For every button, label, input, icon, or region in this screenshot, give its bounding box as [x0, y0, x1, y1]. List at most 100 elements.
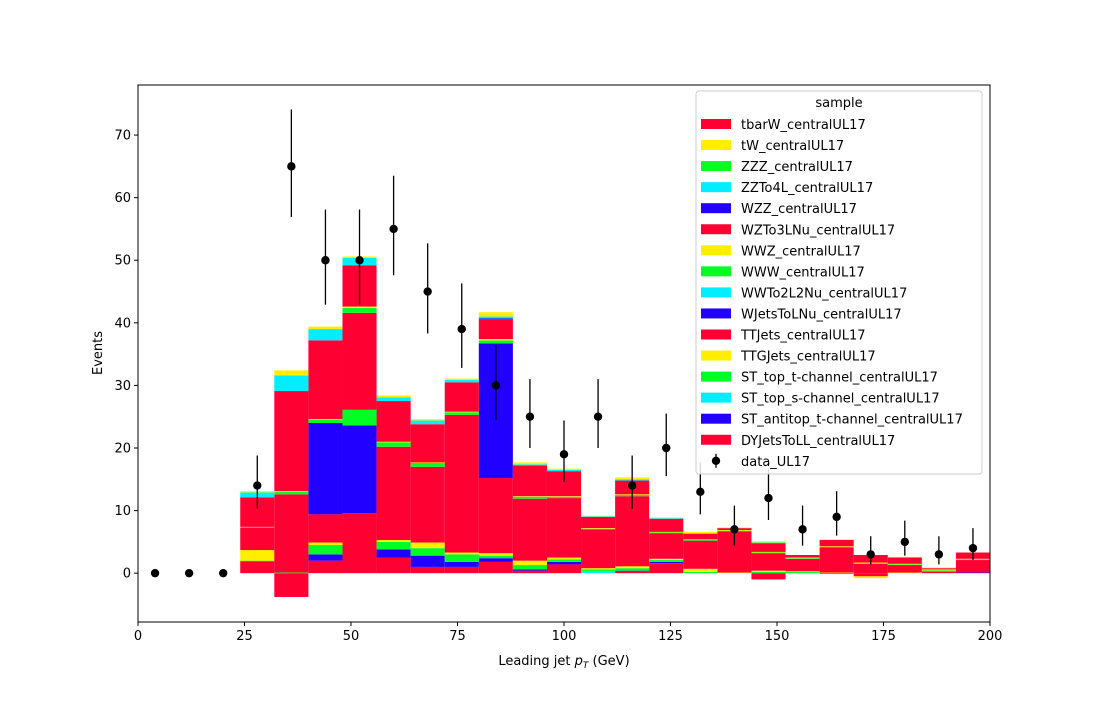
bar-segment: [921, 568, 956, 570]
legend-swatch: [701, 413, 731, 424]
bar-segment: [751, 541, 786, 543]
legend-swatch: [701, 161, 731, 172]
legend-label: ZZZ_centralUL17: [741, 160, 853, 175]
bar-segment: [717, 572, 752, 574]
data-point: [934, 550, 944, 559]
data-point: [696, 487, 705, 497]
y-tick-label: 70: [114, 129, 131, 144]
bar-segment: [308, 554, 343, 561]
bar-segment: [683, 533, 718, 540]
legend-swatch: [701, 308, 731, 319]
bar-segment: [819, 572, 854, 574]
bar-segment: [444, 382, 479, 412]
legend-label: ST_antitop_t-channel_centralUL17: [741, 413, 963, 428]
bar-segment: [478, 555, 513, 559]
bar-segment: [512, 569, 547, 571]
bar-segment: [683, 571, 718, 574]
bar-segment: [274, 491, 309, 492]
data-point: [355, 256, 364, 265]
bar-segment: [444, 411, 479, 413]
legend-swatch: [701, 434, 731, 445]
legend-swatch: [701, 266, 731, 277]
legend-swatch: [701, 119, 731, 129]
data-point: [457, 324, 466, 334]
legend-swatch: [701, 245, 731, 256]
bar-segment: [240, 561, 275, 562]
x-axis-label: Leading jet pT (GeV): [498, 654, 629, 671]
bar-segment: [376, 446, 411, 541]
bar-segment: [308, 422, 343, 515]
bar-segment: [887, 563, 922, 565]
bar-segment: [308, 340, 343, 420]
bar-segment: [887, 564, 922, 566]
bar-segment: [887, 556, 922, 558]
legend-label: WZTo3LNu_centralUL17: [741, 223, 895, 238]
bar-segment: [649, 532, 684, 534]
bar-segment: [240, 526, 275, 528]
bar-segment: [410, 463, 445, 467]
bar-segment: [512, 570, 547, 574]
data-point: [321, 256, 330, 265]
bar-segment: [546, 559, 582, 562]
bar-segment: [410, 424, 445, 463]
bar-segment: [308, 545, 343, 555]
data-point: [559, 450, 569, 459]
legend-label: WWTo2L2Nu_centralUL17: [741, 286, 907, 301]
bar-segment: [444, 566, 479, 574]
bar-segment: [819, 540, 854, 547]
bar-segment: [410, 419, 445, 421]
x-tick-label: 175: [871, 629, 896, 644]
bar-segment: [615, 568, 650, 571]
bar-segment: [274, 370, 309, 376]
bar-segment: [376, 557, 411, 574]
bar-segment: [274, 491, 309, 495]
legend-swatch: [701, 224, 731, 235]
bar-segment: [649, 561, 684, 564]
bar-segment: [376, 401, 411, 442]
bar-segment: [240, 560, 275, 562]
bar-segment: [751, 570, 786, 572]
legend-swatch: [701, 203, 731, 214]
data-point: [525, 412, 535, 421]
bar-segment: [376, 395, 411, 398]
x-axis-label-p: p: [574, 654, 583, 669]
bar-segment: [921, 571, 956, 574]
data-points: [150, 109, 978, 578]
bar-segment: [853, 573, 888, 577]
y-axis-label: Events: [91, 331, 106, 375]
bar-segment: [615, 566, 650, 569]
bar-segment: [308, 329, 343, 341]
bar-segment: [546, 561, 582, 565]
legend-label: tbarW_centralUL17: [741, 118, 866, 133]
legend-label: data_UL17: [741, 455, 810, 470]
data-point: [219, 568, 228, 578]
bar-segment: [649, 518, 684, 532]
bar-segment: [478, 478, 513, 554]
bar-segment: [444, 414, 479, 553]
bar-segment: [240, 527, 275, 551]
bar-segment: [819, 573, 854, 574]
legend-label: WWW_centralUL17: [741, 265, 865, 280]
bar-segment: [444, 554, 479, 562]
data-point: [798, 525, 807, 534]
x-tick-label: 0: [134, 629, 142, 644]
x-tick-label: 150: [765, 629, 790, 644]
bar-segment: [581, 528, 616, 530]
x-tick-label: 100: [552, 629, 577, 644]
bar-segment: [342, 513, 377, 574]
bar-segment: [376, 549, 411, 558]
bar-segment: [512, 496, 547, 499]
y-tick-label: 20: [114, 442, 131, 457]
bar-segment: [581, 528, 616, 529]
bar-segment: [649, 560, 684, 562]
legend-box: [695, 90, 983, 475]
bar-segment: [546, 498, 582, 558]
bar-segment: [478, 316, 513, 319]
bar-segment: [819, 546, 854, 548]
y-axis-ticks: 0 10 20 30 40 50 60 70: [114, 129, 138, 582]
bar-segment: [546, 557, 582, 560]
bar-segment: [581, 516, 616, 517]
data-point: [764, 493, 773, 503]
